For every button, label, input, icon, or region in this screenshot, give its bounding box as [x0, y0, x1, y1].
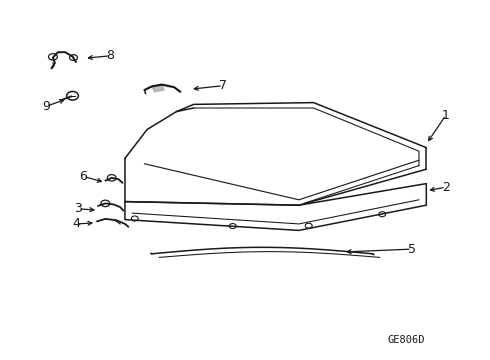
- Text: 3: 3: [74, 202, 82, 215]
- Text: 2: 2: [442, 181, 450, 194]
- Text: 1: 1: [442, 109, 450, 122]
- Text: 9: 9: [43, 100, 50, 113]
- Text: GE806D: GE806D: [388, 335, 425, 345]
- Polygon shape: [152, 85, 164, 92]
- Text: 4: 4: [72, 217, 80, 230]
- Text: 8: 8: [106, 49, 114, 62]
- Text: 6: 6: [79, 170, 87, 183]
- Text: 5: 5: [408, 243, 416, 256]
- Text: 7: 7: [219, 79, 227, 92]
